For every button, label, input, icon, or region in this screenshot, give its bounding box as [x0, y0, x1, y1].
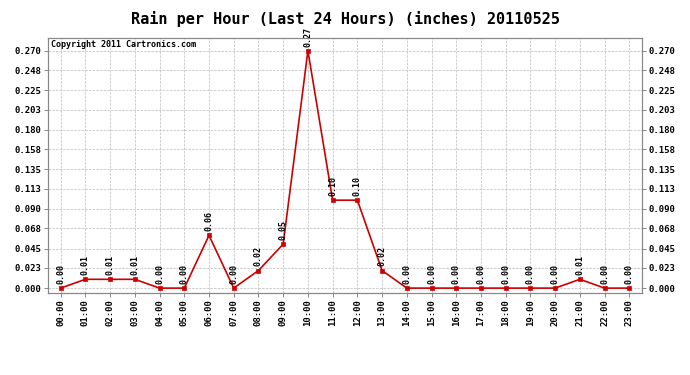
Text: 0.00: 0.00 [452, 264, 461, 284]
Text: 0.00: 0.00 [402, 264, 411, 284]
Text: 0.01: 0.01 [575, 255, 584, 275]
Text: Rain per Hour (Last 24 Hours) (inches) 20110525: Rain per Hour (Last 24 Hours) (inches) 2… [130, 11, 560, 27]
Text: 0.00: 0.00 [501, 264, 510, 284]
Text: 0.05: 0.05 [279, 220, 288, 240]
Text: 0.27: 0.27 [304, 27, 313, 46]
Text: 0.06: 0.06 [204, 211, 213, 231]
Text: 0.01: 0.01 [106, 255, 115, 275]
Text: Copyright 2011 Cartronics.com: Copyright 2011 Cartronics.com [51, 40, 196, 49]
Text: 0.00: 0.00 [551, 264, 560, 284]
Text: 0.10: 0.10 [328, 176, 337, 196]
Text: 0.02: 0.02 [377, 246, 386, 266]
Text: 0.00: 0.00 [625, 264, 634, 284]
Text: 0.10: 0.10 [353, 176, 362, 196]
Text: 0.00: 0.00 [427, 264, 436, 284]
Text: 0.00: 0.00 [600, 264, 609, 284]
Text: 0.00: 0.00 [526, 264, 535, 284]
Text: 0.02: 0.02 [254, 246, 263, 266]
Text: 0.01: 0.01 [81, 255, 90, 275]
Text: 0.00: 0.00 [229, 264, 238, 284]
Text: 0.00: 0.00 [56, 264, 65, 284]
Text: 0.01: 0.01 [130, 255, 139, 275]
Text: 0.00: 0.00 [180, 264, 189, 284]
Text: 0.00: 0.00 [477, 264, 486, 284]
Text: 0.00: 0.00 [155, 264, 164, 284]
